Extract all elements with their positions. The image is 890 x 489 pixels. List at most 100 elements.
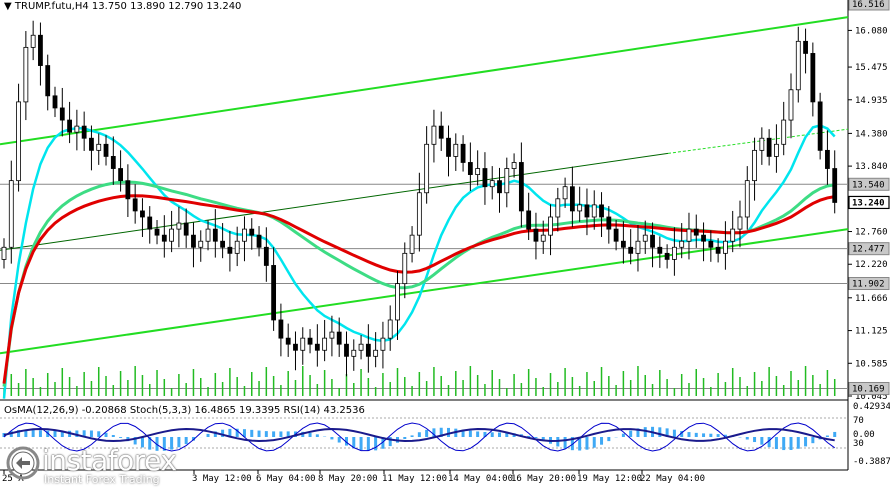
- candle-body: [169, 228, 175, 242]
- candle-body: [504, 168, 510, 194]
- candle-body: [475, 168, 481, 175]
- candle-body: [730, 228, 736, 242]
- candle-body: [825, 149, 830, 169]
- candle-body: [679, 240, 685, 248]
- candle-body: [227, 246, 233, 254]
- candle-body: [460, 143, 466, 163]
- candle-body: [467, 162, 473, 175]
- candle-body: [526, 210, 532, 230]
- candle-body: [402, 252, 408, 285]
- price-label-text: 11.902: [852, 280, 885, 290]
- candle-body: [205, 228, 211, 242]
- instaforex-logo: instaforex Instant Forex Trading: [6, 444, 186, 488]
- candle-body: [446, 137, 451, 157]
- candle-body: [293, 343, 298, 351]
- candle-body: [89, 137, 94, 151]
- candle-body: [497, 180, 502, 194]
- candle-body: [540, 234, 546, 242]
- candle-body: [1, 246, 7, 260]
- candle-body: [628, 246, 634, 254]
- candle-body: [715, 246, 721, 254]
- price-label-box: [848, 195, 890, 210]
- indicator-axis-label: 0.00: [853, 430, 875, 440]
- candle-body: [161, 234, 167, 242]
- candle-body: [424, 143, 430, 194]
- candle-body: [45, 65, 51, 97]
- candle-body: [67, 119, 72, 133]
- candle-body: [74, 125, 80, 133]
- indicator-header: OsMA(12,26,9) -0.20868 Stoch(5,3,3) 16.4…: [4, 405, 365, 416]
- candle-body: [774, 143, 779, 157]
- candle-body: [686, 228, 692, 242]
- candle-body: [176, 222, 182, 230]
- candle-body: [723, 240, 728, 254]
- candle-body: [336, 331, 342, 345]
- price-label-box: [848, 242, 890, 256]
- candle-body: [271, 265, 277, 321]
- candle-body: [380, 337, 386, 351]
- candle-body: [256, 234, 262, 248]
- candle-body: [766, 137, 772, 157]
- candle-body: [23, 46, 29, 103]
- candle-body: [431, 125, 437, 145]
- candle-body: [701, 234, 706, 242]
- price-label-box: [848, 0, 890, 11]
- price-tick-label: 11.666: [855, 294, 888, 304]
- candle-body: [599, 204, 604, 218]
- candle-body: [263, 246, 269, 266]
- candle-body: [613, 228, 619, 242]
- indicator-axis-label: 0.42934: [853, 402, 890, 412]
- price-label-box: [848, 277, 890, 291]
- candle-body: [154, 228, 160, 236]
- candle-body: [737, 216, 743, 230]
- candle-body: [781, 119, 787, 145]
- logo-tagline: Instant Forex Trading: [44, 473, 160, 486]
- candle-body: [548, 216, 553, 236]
- candle-body: [664, 252, 670, 260]
- logo-mark-icon: [6, 446, 40, 480]
- candle-body: [416, 192, 422, 236]
- price-label-text: 12.477: [852, 245, 885, 255]
- ema-fast-line: [2, 124, 836, 399]
- candle-body: [795, 40, 801, 91]
- candle-body: [103, 143, 109, 157]
- candle-body: [198, 240, 204, 248]
- candle-body: [132, 198, 138, 212]
- time-axis-label: 16 May 20:00: [511, 474, 576, 484]
- candle-body: [518, 162, 524, 212]
- volume-bars: [3, 366, 836, 396]
- candle-body: [147, 216, 153, 230]
- time-axis-label: 11 May 12:00: [382, 474, 447, 484]
- collapse-triangle-icon[interactable]: ▼: [4, 1, 12, 12]
- price-tick-label: 14.935: [855, 96, 888, 106]
- price-tick-label: 10.045: [855, 392, 888, 402]
- candle-body: [482, 168, 488, 188]
- logo-brand-text: instaforex: [42, 444, 177, 477]
- price-tick-label: 15.475: [855, 63, 888, 73]
- candle-body: [365, 343, 371, 357]
- candle-body: [817, 101, 823, 151]
- candle-body: [511, 162, 517, 169]
- candle-body: [285, 337, 291, 345]
- candle-body: [759, 137, 765, 151]
- candle-body: [555, 198, 561, 218]
- time-axis-label: 19 May 12:00: [577, 474, 642, 484]
- candle-body: [140, 210, 145, 218]
- price-tick-label: 12.760: [855, 228, 888, 238]
- candle-body: [38, 34, 43, 66]
- candle-body: [81, 125, 87, 139]
- candle-body: [314, 343, 320, 351]
- candle-body: [409, 234, 415, 254]
- candle-body: [744, 180, 750, 218]
- candle-body: [59, 107, 65, 121]
- candle-body: [300, 337, 306, 351]
- stoch-main-line: [3, 422, 835, 452]
- price-tick-label: 11.125: [855, 327, 888, 337]
- candle-body: [373, 349, 379, 357]
- candle-body: [533, 228, 539, 242]
- price-label-box: [848, 177, 890, 191]
- price-tick-label: 16.080: [855, 26, 888, 36]
- candle-body: [489, 180, 495, 188]
- price-label-text: 10.169: [852, 384, 885, 394]
